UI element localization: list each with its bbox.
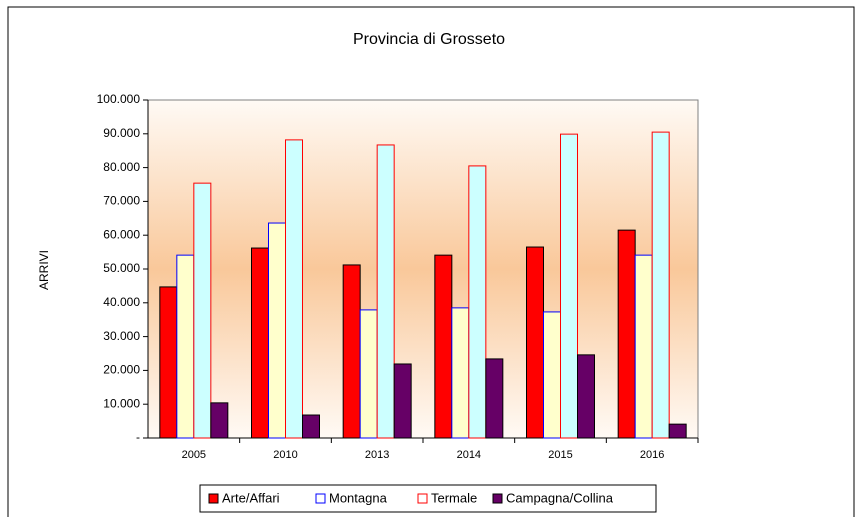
x-tick-label: 2016 [640, 449, 664, 461]
bar [359, 309, 378, 439]
y-tick-label: 10.000 [103, 396, 140, 410]
y-tick-label: 50.000 [103, 261, 140, 275]
bar [468, 165, 487, 439]
bar [668, 423, 687, 439]
y-tick-label: 20.000 [103, 363, 140, 377]
legend-label: Termale [431, 490, 477, 505]
bar [485, 358, 504, 439]
legend-swatch [417, 493, 428, 504]
x-tick-label: 2005 [182, 449, 206, 461]
bar [451, 307, 470, 439]
bar [302, 414, 320, 439]
legend-label: Campagna/Collina [506, 490, 614, 505]
y-tick-label: 60.000 [103, 227, 140, 241]
y-tick-label: - [136, 430, 140, 444]
bar [577, 354, 595, 439]
legend-swatch [492, 493, 503, 504]
bar [393, 363, 412, 439]
bar [634, 254, 653, 439]
plot-area [147, 99, 699, 439]
y-tick-label: 80.000 [103, 160, 140, 174]
x-tick-label: 2013 [365, 449, 389, 461]
bar [376, 144, 395, 439]
bar [176, 254, 195, 439]
x-tick-label: 2014 [457, 449, 481, 461]
legend-label: Arte/Affari [222, 490, 280, 505]
y-tick-label: 40.000 [103, 295, 140, 309]
bar [159, 286, 178, 439]
legend-swatch [315, 493, 326, 504]
y-tick-label: 30.000 [103, 329, 140, 343]
y-tick-label: 100.000 [97, 92, 141, 106]
bar [285, 139, 303, 439]
y-tick-label: 90.000 [103, 126, 140, 140]
legend-box [199, 484, 657, 513]
bar [268, 222, 286, 439]
bar [210, 402, 229, 439]
bar [651, 131, 670, 439]
legend-swatch [208, 493, 219, 504]
y-tick-label: 70.000 [103, 194, 140, 208]
bar [251, 247, 269, 439]
bar [342, 264, 361, 439]
bar [617, 229, 636, 439]
bar [193, 182, 212, 439]
x-tick-label: 2010 [273, 449, 297, 461]
x-tick-label: 2015 [548, 449, 572, 461]
bar [543, 311, 561, 439]
bar [434, 254, 453, 439]
y-axis-label: ARRIVI [37, 250, 51, 290]
legend-label: Montagna [329, 490, 388, 505]
bar [526, 246, 544, 439]
bar [560, 133, 578, 439]
chart-title: Provincia di Grosseto [353, 31, 505, 48]
